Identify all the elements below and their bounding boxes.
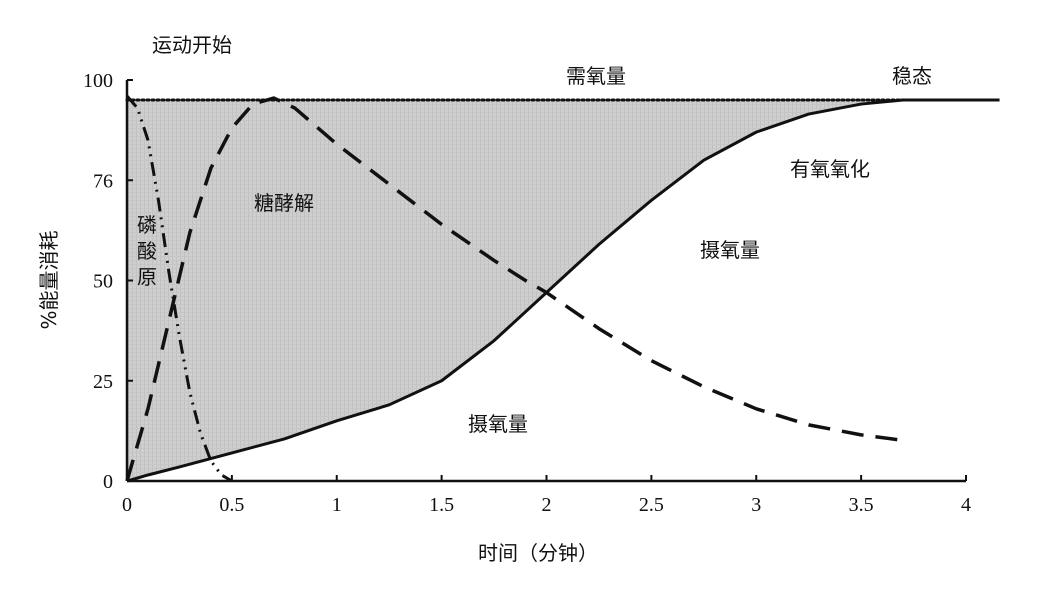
series-phosphagen-line [125,95,233,483]
annotation-uptake-upper: 摄氧量 [700,238,760,262]
x-tick-label: 3 [751,494,761,516]
x-axis-label: 时间（分钟） [478,541,598,565]
annotation-phosphagen-1: 磷 [137,213,157,237]
y-tick-label: 0 [103,471,113,493]
shaded-area-texture [127,100,904,482]
x-tick-label: 4 [961,494,971,516]
annotation-steady: 稳态 [892,64,932,88]
y-axis-label: %能量消耗 [37,230,61,329]
y-tick-label: 76 [93,170,113,192]
annotation-uptake-lower: 摄氧量 [468,412,528,436]
annotation-demand: 需氧量 [566,64,626,88]
x-tick-label: 0 [122,494,132,516]
series-uptake-line [126,98,904,483]
x-tick-label: 2.5 [639,494,664,516]
x-tick-label: 1 [332,494,342,516]
y-tick-label: 100 [83,70,113,92]
annotation-phosphagen-3: 原 [137,265,157,289]
annotation-glycolysis: 糖酵解 [254,191,314,215]
annotation-phosphagen-2: 酸 [137,239,157,263]
series-glycolysis-line [125,96,908,482]
x-tick-label: 2 [542,494,552,516]
annotation-aerobic: 有氧氧化 [790,157,870,181]
y-tick-label: 50 [93,271,113,293]
x-tick-label: 0.5 [219,494,244,516]
x-tick-label: 3.5 [849,494,874,516]
annotation-start: 运动开始 [152,33,232,57]
x-tick-label: 1.5 [429,494,454,516]
y-tick-label: 25 [93,371,113,393]
